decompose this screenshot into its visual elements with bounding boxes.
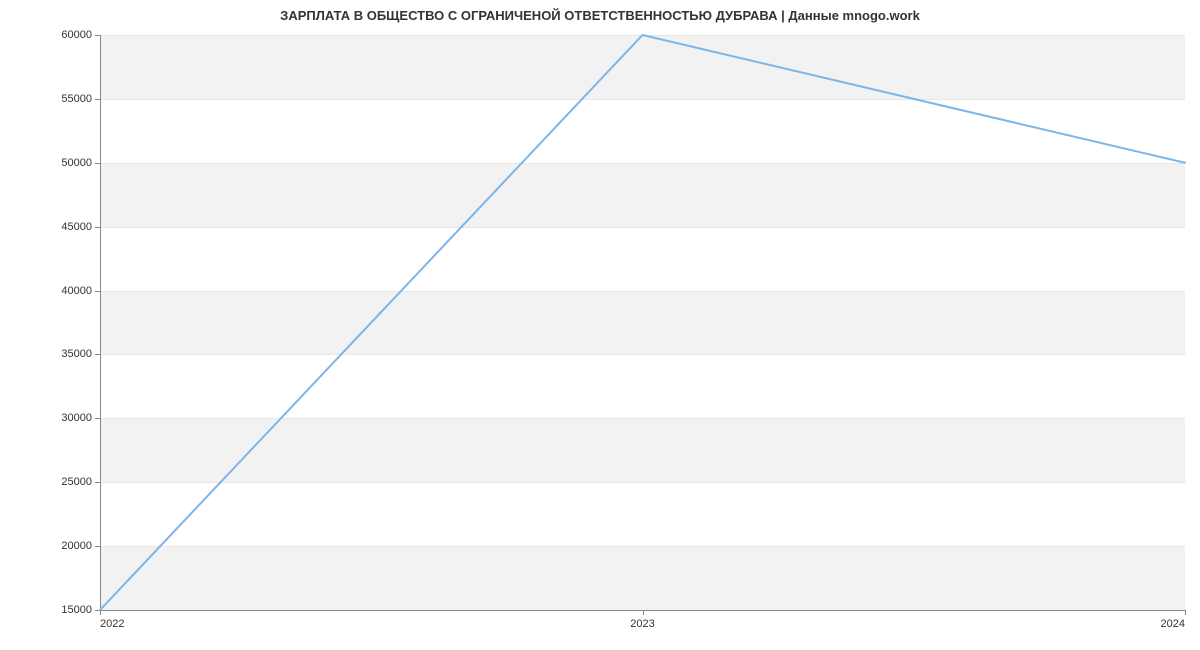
- chart-title: ЗАРПЛАТА В ОБЩЕСТВО С ОГРАНИЧЕНОЙ ОТВЕТС…: [0, 8, 1200, 23]
- y-tick-label: 50000: [61, 157, 100, 169]
- y-tick-label: 60000: [61, 29, 100, 41]
- x-tick-label: 2024: [1161, 610, 1185, 630]
- y-tick-label: 30000: [61, 412, 100, 424]
- plot-area: 1500020000250003000035000400004500050000…: [100, 35, 1185, 610]
- y-tick-label: 15000: [61, 604, 100, 616]
- series-line-salary: [100, 35, 1185, 610]
- x-tick-mark: [1185, 610, 1186, 615]
- y-tick-label: 35000: [61, 348, 100, 360]
- y-tick-label: 45000: [61, 221, 100, 233]
- x-tick-label: 2022: [100, 610, 124, 630]
- y-tick-label: 20000: [61, 540, 100, 552]
- line-series: [100, 35, 1185, 610]
- y-tick-label: 55000: [61, 93, 100, 105]
- y-tick-label: 25000: [61, 476, 100, 488]
- salary-line-chart: ЗАРПЛАТА В ОБЩЕСТВО С ОГРАНИЧЕНОЙ ОТВЕТС…: [0, 0, 1200, 650]
- x-tick-label: 2023: [630, 610, 654, 630]
- y-tick-label: 40000: [61, 285, 100, 297]
